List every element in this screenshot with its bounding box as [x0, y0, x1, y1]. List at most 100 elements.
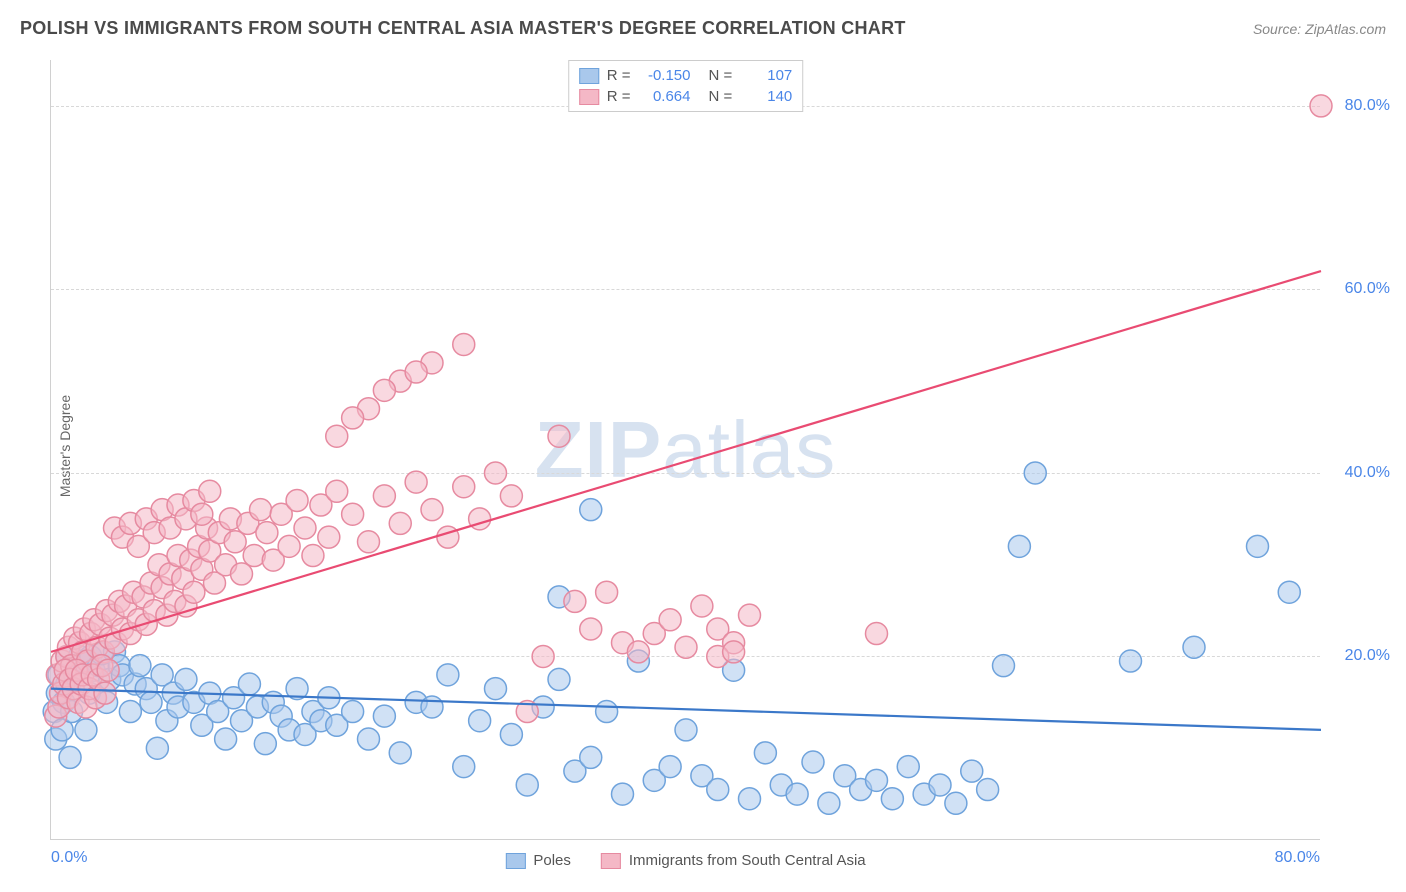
correlation-stats-box: R =-0.150N =107R =0.664N =140 [568, 60, 804, 112]
data-point [437, 664, 459, 686]
data-point [238, 673, 260, 695]
data-point [786, 783, 808, 805]
data-point [389, 742, 411, 764]
data-point [977, 779, 999, 801]
stats-row: R =-0.150N =107 [579, 65, 793, 86]
scatter-chart: ZIPatlas 20.0%40.0%60.0%80.0% 0.0%80.0% … [50, 60, 1320, 840]
data-point [294, 517, 316, 539]
data-point [596, 581, 618, 603]
data-point [500, 485, 522, 507]
data-point [453, 476, 475, 498]
stats-row: R =0.664N =140 [579, 86, 793, 107]
legend-swatch [601, 853, 621, 869]
data-point [421, 696, 443, 718]
data-point [485, 678, 507, 700]
y-tick-label: 40.0% [1330, 464, 1390, 482]
legend-label: Immigrants from South Central Asia [629, 852, 866, 869]
data-point [993, 655, 1015, 677]
chart-header: POLISH VS IMMIGRANTS FROM SOUTH CENTRAL … [20, 18, 1386, 39]
data-point [243, 545, 265, 567]
data-point [580, 746, 602, 768]
data-point [389, 512, 411, 534]
data-point [175, 668, 197, 690]
data-point [754, 742, 776, 764]
data-point [373, 485, 395, 507]
data-point [453, 333, 475, 355]
data-point [675, 636, 697, 658]
data-point [1024, 462, 1046, 484]
data-point [215, 728, 237, 750]
data-point [224, 531, 246, 553]
data-point [961, 760, 983, 782]
data-point [183, 581, 205, 603]
y-tick-label: 80.0% [1330, 97, 1390, 115]
data-point [1120, 650, 1142, 672]
legend-swatch [579, 68, 599, 84]
data-point [254, 733, 276, 755]
data-point [627, 641, 649, 663]
data-point [278, 535, 300, 557]
data-point [286, 489, 308, 511]
stat-n-value: 107 [740, 67, 792, 84]
x-tick-label: 80.0% [1275, 849, 1320, 867]
data-point [453, 756, 475, 778]
data-point [97, 659, 119, 681]
legend-label: Poles [533, 852, 571, 869]
data-point [231, 563, 253, 585]
data-point [802, 751, 824, 773]
data-point [580, 618, 602, 640]
data-point [897, 756, 919, 778]
stat-r-value: -0.150 [639, 67, 691, 84]
data-point [564, 590, 586, 612]
data-point [358, 728, 380, 750]
data-point [548, 668, 570, 690]
trend-line [51, 271, 1321, 652]
data-point [405, 471, 427, 493]
data-point [945, 792, 967, 814]
data-point [691, 595, 713, 617]
stat-n-value: 140 [740, 88, 792, 105]
data-point [140, 691, 162, 713]
data-point [548, 425, 570, 447]
data-point [612, 783, 634, 805]
data-point [659, 756, 681, 778]
data-point [707, 779, 729, 801]
stat-r-label: R = [607, 67, 631, 84]
data-point [302, 545, 324, 567]
data-point [739, 788, 761, 810]
data-point [500, 723, 522, 745]
data-point [373, 379, 395, 401]
data-point [739, 604, 761, 626]
chart-source: Source: ZipAtlas.com [1253, 21, 1386, 37]
data-point [326, 425, 348, 447]
data-point [659, 609, 681, 631]
legend-item: Immigrants from South Central Asia [601, 852, 866, 869]
legend-swatch [579, 89, 599, 105]
data-point [929, 774, 951, 796]
data-point [75, 719, 97, 741]
data-point [532, 645, 554, 667]
data-point [146, 737, 168, 759]
data-point [94, 682, 116, 704]
data-point [256, 522, 278, 544]
data-point [129, 655, 151, 677]
x-tick-label: 0.0% [51, 849, 87, 867]
data-point [342, 701, 364, 723]
series-legend: Poles Immigrants from South Central Asia [505, 852, 865, 869]
data-point [881, 788, 903, 810]
data-point [405, 361, 427, 383]
data-point [723, 641, 745, 663]
data-point [373, 705, 395, 727]
data-point [191, 503, 213, 525]
plot-svg [51, 60, 1320, 839]
data-point [421, 499, 443, 521]
data-point [59, 746, 81, 768]
data-point [342, 503, 364, 525]
data-point [358, 531, 380, 553]
data-point [342, 407, 364, 429]
data-point [1183, 636, 1205, 658]
legend-item: Poles [505, 852, 571, 869]
data-point [866, 769, 888, 791]
data-point [1310, 95, 1332, 117]
y-tick-label: 20.0% [1330, 647, 1390, 665]
